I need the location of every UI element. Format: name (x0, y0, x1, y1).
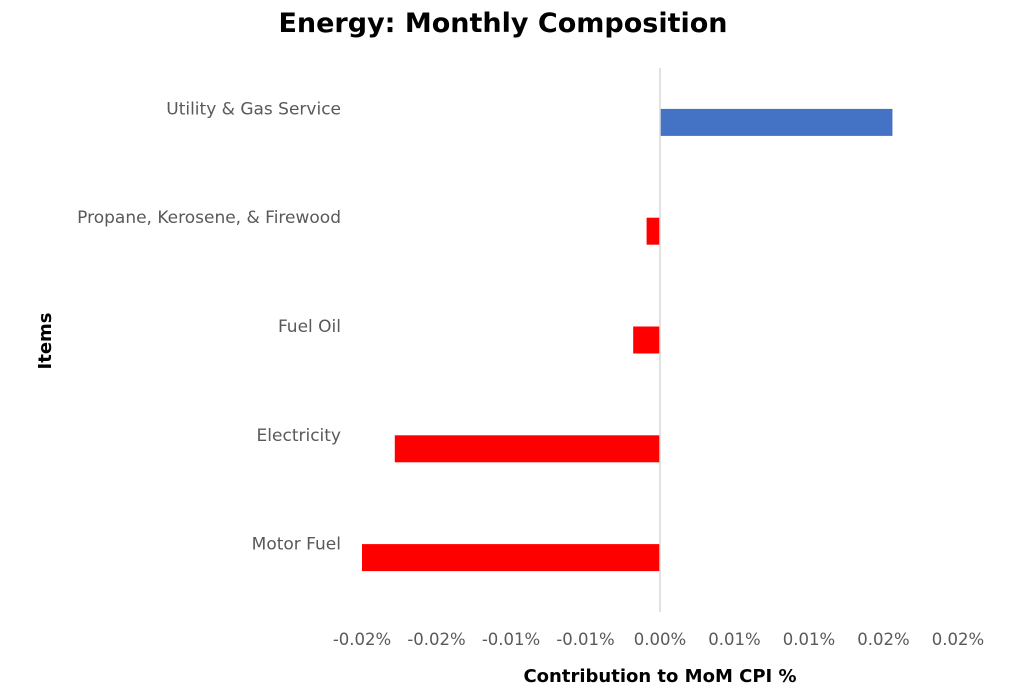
x-tick-label: 0.02% (857, 630, 909, 649)
x-tick-label: 0.01% (708, 630, 760, 649)
y-axis-title: Items (35, 313, 56, 370)
category-label-utility-gas-service: Utility & Gas Service (166, 99, 341, 119)
bar-fuel-oil (633, 326, 660, 354)
x-tick-label: -0.01% (556, 630, 614, 649)
x-tick-label: -0.02% (333, 630, 391, 649)
x-tick-label: 0.01% (783, 630, 835, 649)
bar-utility-gas-service (660, 108, 893, 136)
x-tick-labels: -0.02% -0.02% -0.01% -0.01% 0.00% 0.01% 0.01% 0… (333, 630, 984, 649)
x-tick-label: 0.00% (634, 630, 686, 649)
x-tick-label: 0.02% (932, 630, 984, 649)
bar-electricity (394, 435, 660, 463)
category-labels: Utility & Gas Service Propane, Kerosene, … (77, 99, 341, 554)
chart-title: Energy: Monthly Composition (278, 8, 727, 39)
bar-propane-kerosene-firewood (646, 217, 660, 245)
category-label-electricity: Electricity (257, 426, 341, 446)
category-label-fuel-oil: Fuel Oil (278, 317, 341, 337)
x-tick-label: -0.01% (482, 630, 540, 649)
bars-group (362, 108, 893, 572)
bar-motor-fuel (362, 544, 660, 572)
x-axis-title: Contribution to MoM CPI % (523, 666, 796, 687)
x-tick-label: -0.02% (407, 630, 465, 649)
category-label-motor-fuel: Motor Fuel (252, 535, 341, 555)
category-label-propane-kerosene-firewood: Propane, Kerosene, & Firewood (77, 208, 341, 228)
